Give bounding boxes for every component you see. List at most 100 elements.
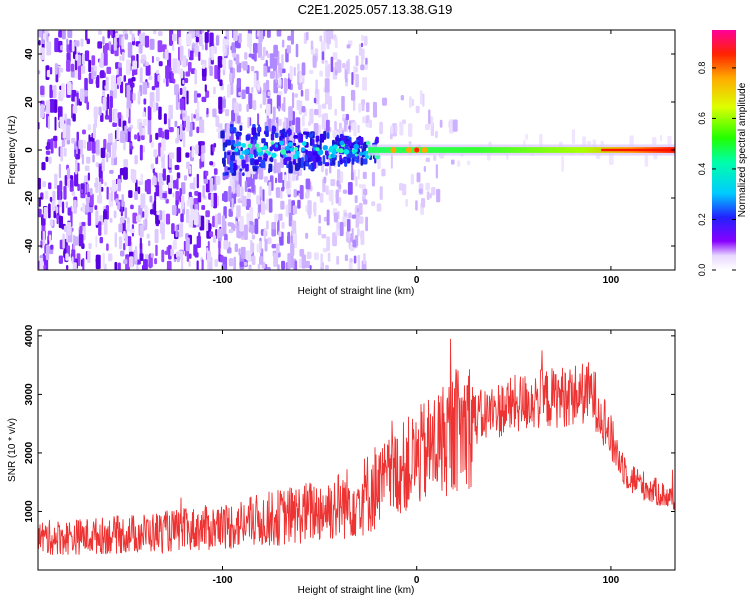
heatmap-cell [288,212,293,227]
heatmap-cell [127,127,132,132]
heatmap-cell [60,45,63,51]
heatmap-cell [411,98,414,107]
heatmap-cell [390,125,394,134]
heatmap-cell [134,134,138,140]
heatmap-cell [174,164,180,171]
heatmap-cell [298,258,303,269]
heatmap-cell [436,188,441,203]
heatmap-cell [98,106,102,116]
heatmap-cell [46,34,49,42]
heatmap-cell [254,152,257,159]
ridge-blob [421,147,428,153]
heatmap-y-ticks: -40 -20 0 20 40 [24,48,675,253]
heatmap-cell [293,67,296,77]
heatmap-cell [49,196,53,202]
heatmap-cell [102,96,107,111]
heatmap-cell [223,240,229,250]
heatmap-cell [281,260,286,270]
heatmap-cell [295,165,301,170]
heatmap-cell [360,230,364,240]
heatmap-cell [69,39,72,51]
heatmap-cell [219,231,223,239]
heatmap-cell [87,250,91,264]
heatmap-cell [341,95,345,112]
heatmap-cell [211,45,214,61]
heatmap-cell [182,79,185,85]
heatmap-cell [73,235,76,250]
heatmap-cell [293,134,299,139]
heatmap-cell [61,30,66,40]
heatmap-cell [251,86,254,94]
heatmap-cell [174,84,179,96]
heatmap-cell [286,129,290,134]
heatmap-cell [48,182,52,190]
heatmap-cell [186,115,190,132]
ridge-blob [405,147,412,153]
heatmap-cell [202,185,205,198]
heatmap-cell [365,150,369,155]
heatmap-cell [301,254,306,269]
heatmap-cell [163,78,166,84]
heatmap-cell [324,162,330,167]
heatmap-cell [139,224,144,238]
heatmap-cell [231,42,237,54]
heatmap-cell [124,33,129,40]
heatmap-cell [241,159,246,169]
heatmap-cell [112,122,117,127]
heatmap-cell [84,90,89,97]
heatmap-cell [257,83,261,91]
heatmap-cell [319,70,323,77]
heatmap-cell [222,158,226,167]
heatmap-cell [329,165,332,174]
heatmap-cell [65,253,69,261]
heatmap-cell [186,161,190,170]
heatmap-cell [301,114,305,127]
heatmap-cell [342,159,347,164]
heatmap-cell [189,122,193,137]
heatmap-cell [249,207,254,222]
heatmap-cell [188,253,192,259]
heatmap-cell [227,167,231,171]
heatmap-cell [253,47,257,62]
heatmap-cell [420,198,426,208]
heatmap-cell [53,210,57,219]
heatmap-cell [312,151,318,156]
heatmap-cell [40,85,45,96]
heatmap-cell [320,40,326,52]
heatmap-cell [233,30,238,41]
heatmap-cell [239,154,244,160]
heatmap-cell [86,101,90,111]
heatmap-cell [304,88,310,101]
heatmap-cell [188,191,192,197]
heatmap-cell [109,89,115,97]
heatmap-cell [119,250,125,257]
heatmap-cell [254,138,257,146]
heatmap-cell [66,59,71,72]
heatmap-cell [263,82,267,93]
heatmap-cell [252,167,258,172]
snr-marks [38,338,675,555]
heatmap-cell [228,258,234,267]
heatmap-cell [272,57,278,72]
heatmap-cell [365,57,368,65]
heatmap-cell [405,198,408,207]
heatmap-cell [236,62,242,73]
heatmap-cell [209,177,214,192]
heatmap-cell [177,46,181,61]
heatmap-cell [113,210,117,219]
heatmap-cell [238,103,242,112]
heatmap-cell [129,256,134,268]
heatmap-cell [361,102,365,112]
heatmap-cell [178,37,182,46]
heatmap-cell [269,146,273,152]
heatmap-cell [124,233,128,247]
heatmap-cell [426,191,430,201]
heatmap-cell [78,139,84,150]
heatmap-cell [164,48,169,61]
heatmap-cell [109,95,113,109]
heatmap-cell [71,256,74,264]
ridge-blob [414,147,420,153]
heatmap-cell [185,71,191,77]
heatmap-cell [295,43,299,58]
